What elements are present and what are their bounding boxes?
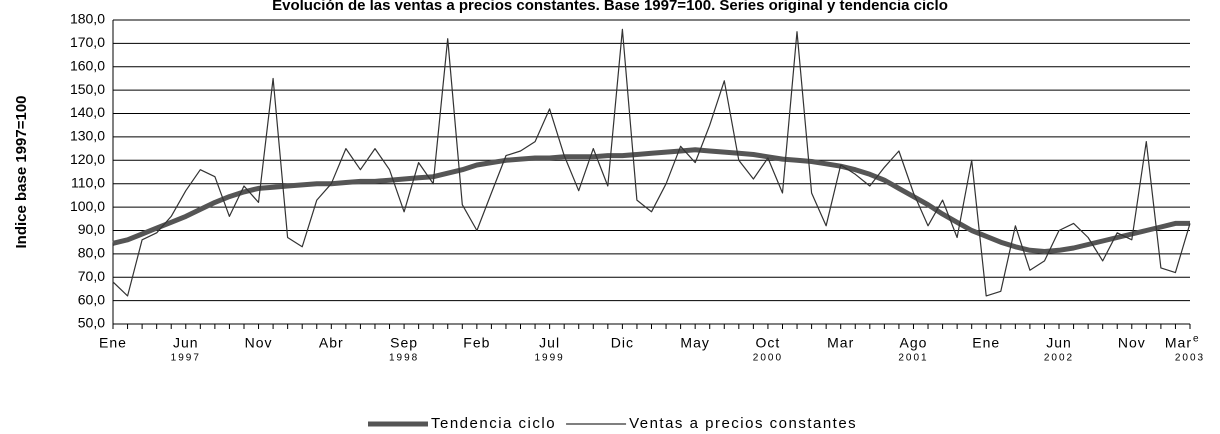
x-tick-label: Jun — [173, 335, 199, 351]
y-tick-label: 60,0 — [78, 291, 105, 307]
y-tick-label: 70,0 — [78, 268, 105, 284]
y-tick-label: 170,0 — [70, 34, 105, 50]
year-label: 1998 — [389, 353, 419, 364]
year-label: 2000 — [753, 353, 783, 364]
year-label: 2001 — [898, 353, 928, 364]
year-label: 1997 — [171, 353, 201, 364]
y-axis-label: Indice base 1997=100 — [13, 95, 30, 248]
y-tick-label: 110,0 — [71, 174, 105, 190]
x-tick-label: Oct — [756, 335, 781, 351]
y-tick-label: 160,0 — [70, 57, 105, 73]
legend-label: Tendencia ciclo — [431, 415, 556, 432]
y-tick-label: 90,0 — [78, 221, 105, 237]
y-tick-label: 130,0 — [70, 128, 105, 144]
x-tick-label: Sep — [390, 335, 418, 351]
chart-title: Evolución de las ventas a precios consta… — [272, 0, 948, 14]
x-tick-label: Feb — [463, 335, 490, 351]
x-tick-label: Dic — [611, 335, 634, 351]
x-tick-label: Ago — [900, 335, 928, 351]
y-tick-label: 100,0 — [70, 198, 105, 214]
y-tick-label: 180,0 — [70, 11, 105, 27]
y-tick-label: 80,0 — [78, 245, 105, 261]
year-label: 2002 — [1044, 353, 1074, 364]
x-tick-label: Nov — [1118, 335, 1146, 351]
y-tick-label: 150,0 — [70, 81, 105, 97]
series-line — [112, 147, 1190, 254]
x-tick-label: Ene — [99, 335, 127, 351]
x-tick-label: Ene — [972, 335, 1000, 351]
year-label: 1999 — [534, 353, 564, 364]
y-tick-label: 120,0 — [70, 151, 105, 167]
x-tick-label: Mar — [1165, 335, 1192, 351]
x-tick-label: Mar — [827, 335, 854, 351]
x-tick-label: Jun — [1046, 335, 1072, 351]
x-tick-label: Nov — [245, 335, 273, 351]
x-tick-label: Jul — [539, 335, 560, 351]
y-tick-label: 50,0 — [78, 315, 105, 331]
year-label: 2003 — [1175, 353, 1205, 364]
x-tick-label: May — [680, 335, 709, 351]
x-tick-superscript: e — [1193, 334, 1199, 345]
y-tick-label: 140,0 — [70, 104, 105, 120]
series-line — [112, 28, 1191, 297]
x-tick-label: Abr — [319, 335, 344, 351]
legend-label: Ventas a precios constantes — [629, 415, 857, 432]
